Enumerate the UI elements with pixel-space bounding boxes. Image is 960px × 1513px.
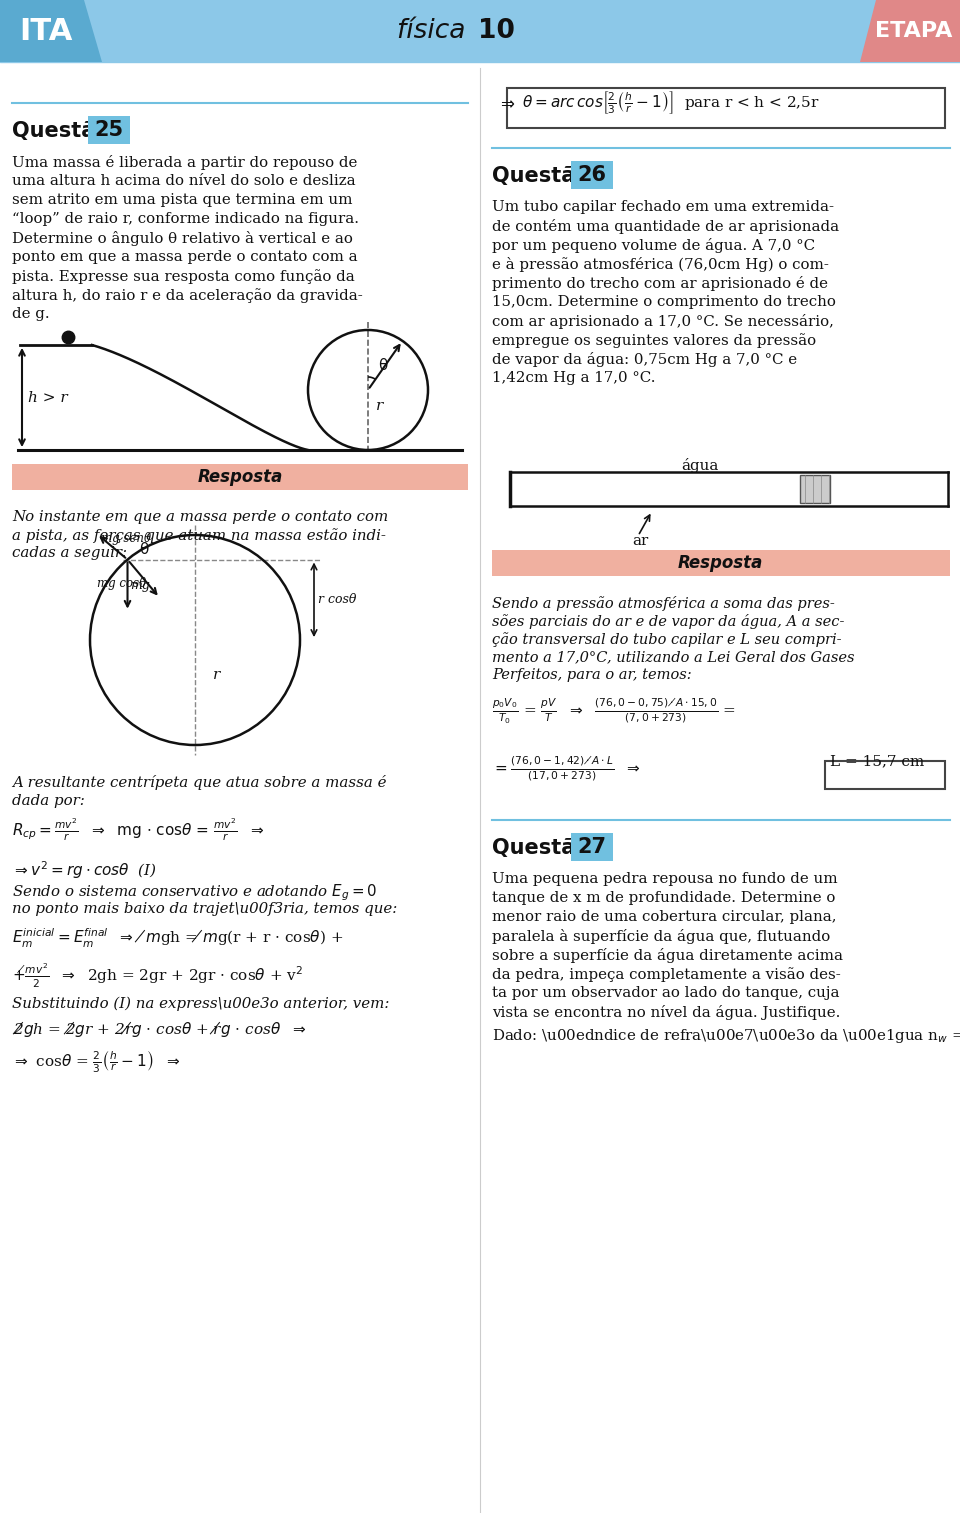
Text: h > r: h > r xyxy=(28,390,67,404)
Text: dada por:: dada por: xyxy=(12,794,84,808)
Text: e à pressão atmosférica (76,0cm Hg) o com-: e à pressão atmosférica (76,0cm Hg) o co… xyxy=(492,257,828,272)
Text: ITA: ITA xyxy=(19,17,73,45)
Text: $\Rightarrow$: $\Rightarrow$ xyxy=(497,94,516,112)
FancyBboxPatch shape xyxy=(88,117,130,144)
Text: 15,0cm. Determine o comprimento do trecho: 15,0cm. Determine o comprimento do trech… xyxy=(492,295,836,309)
Text: ção transversal do tubo capilar e L seu compri-: ção transversal do tubo capilar e L seu … xyxy=(492,632,842,648)
FancyBboxPatch shape xyxy=(12,464,468,490)
Text: menor raio de uma cobertura circular, plana,: menor raio de uma cobertura circular, pl… xyxy=(492,909,836,924)
Text: r: r xyxy=(213,669,220,682)
Text: $\Rightarrow v^2 = rg \cdot cos\theta$  (I): $\Rightarrow v^2 = rg \cdot cos\theta$ (… xyxy=(12,859,157,881)
Text: “loop” de raio r, conforme indicado na figura.: “loop” de raio r, conforme indicado na f… xyxy=(12,212,359,225)
Text: de contém uma quantidade de ar aprisionada: de contém uma quantidade de ar aprisiona… xyxy=(492,219,839,235)
Polygon shape xyxy=(0,0,102,62)
Text: 25: 25 xyxy=(94,120,124,141)
Text: ETAPA: ETAPA xyxy=(876,21,952,41)
Text: paralela à superfície da água que, flutuando: paralela à superfície da água que, flutu… xyxy=(492,929,830,944)
Text: Resposta: Resposta xyxy=(198,468,282,486)
Text: com ar aprisionado a 17,0 °C. Se necessário,: com ar aprisionado a 17,0 °C. Se necessá… xyxy=(492,315,834,328)
Text: A resultante centrípeta que atua sobre a massa é: A resultante centrípeta que atua sobre a… xyxy=(12,775,387,790)
Text: Perfeitos, para o ar, temos:: Perfeitos, para o ar, temos: xyxy=(492,669,691,682)
Text: cadas a seguir:: cadas a seguir: xyxy=(12,546,127,560)
Text: da pedra, impeça completamente a visão des-: da pedra, impeça completamente a visão d… xyxy=(492,967,841,982)
Text: mg cosθ: mg cosθ xyxy=(97,578,146,590)
Text: $+ \frac{\not{m}v^2}{2}$  $\Rightarrow$  2gh = 2gr + 2gr $\cdot$ cos$\theta$ + v: $+ \frac{\not{m}v^2}{2}$ $\Rightarrow$ 2… xyxy=(12,962,303,990)
Text: Questão: Questão xyxy=(492,166,597,186)
Text: mento a 17,0°C, utilizando a Lei Geral dos Gases: mento a 17,0°C, utilizando a Lei Geral d… xyxy=(492,651,854,664)
Text: Questão: Questão xyxy=(12,121,117,141)
FancyBboxPatch shape xyxy=(492,551,950,576)
Text: $E_m^{inicial} = E_m^{final}$  $\Rightarrow$  $\not{m}$gh = $\not{m}$g(r + r $\c: $E_m^{inicial} = E_m^{final}$ $\Rightarr… xyxy=(12,927,344,950)
Text: 1,42cm Hg a 17,0 °C.: 1,42cm Hg a 17,0 °C. xyxy=(492,371,656,384)
Text: no ponto mais baixo da trajet\u00f3ria, temos que:: no ponto mais baixo da trajet\u00f3ria, … xyxy=(12,902,397,915)
Text: Sendo a pressão atmosférica a soma das pres-: Sendo a pressão atmosférica a soma das p… xyxy=(492,596,835,611)
Text: Dado: \u00edndice de refra\u00e7\u00e3o da \u00e1gua n$_w$ = $\frac{4}{3}$.: Dado: \u00edndice de refra\u00e7\u00e3o … xyxy=(492,1024,960,1050)
Text: sões parciais do ar e de vapor da água, A a sec-: sões parciais do ar e de vapor da água, … xyxy=(492,614,845,629)
Text: ponto em que a massa perde o contato com a: ponto em que a massa perde o contato com… xyxy=(12,250,358,263)
Text: Sendo o sistema conservativo e adotando $E_g = 0$: Sendo o sistema conservativo e adotando … xyxy=(12,882,377,903)
Text: primento do trecho com ar aprisionado é de: primento do trecho com ar aprisionado é … xyxy=(492,275,828,290)
Text: Determine o ângulo θ relativo à vertical e ao: Determine o ângulo θ relativo à vertical… xyxy=(12,231,353,247)
Text: ta por um observador ao lado do tanque, cuja: ta por um observador ao lado do tanque, … xyxy=(492,986,839,1000)
Text: 10: 10 xyxy=(478,18,515,44)
Text: θ: θ xyxy=(139,542,149,557)
Text: 26: 26 xyxy=(578,165,607,185)
Bar xyxy=(800,475,830,502)
Text: empregue os seguintes valores da pressão: empregue os seguintes valores da pressão xyxy=(492,333,816,348)
Text: mg senθ: mg senθ xyxy=(101,533,151,545)
Text: sobre a superfície da água diretamente acima: sobre a superfície da água diretamente a… xyxy=(492,949,843,962)
FancyBboxPatch shape xyxy=(507,88,945,129)
Text: 2$\not{g}$h = 2$\not{g}$r + 2r$\not{g}$ $\cdot$ cos$\theta$ + r$\not{g}$ $\cdot$: 2$\not{g}$h = 2$\not{g}$r + 2r$\not{g}$ … xyxy=(12,1018,306,1039)
Text: r: r xyxy=(376,399,383,413)
Text: 27: 27 xyxy=(578,837,607,856)
Text: de vapor da água: 0,75cm Hg a 7,0 °C e: de vapor da água: 0,75cm Hg a 7,0 °C e xyxy=(492,353,797,368)
Text: altura h, do raio r e da aceleração da gravida-: altura h, do raio r e da aceleração da g… xyxy=(12,287,363,303)
FancyBboxPatch shape xyxy=(825,761,945,788)
Text: Uma pequena pedra repousa no fundo de um: Uma pequena pedra repousa no fundo de um xyxy=(492,871,838,887)
Text: $\frac{p_0 V_0}{T_0}$ = $\frac{pV}{T}$  $\Rightarrow$  $\frac{(76,0 - 0,75) \cdo: $\frac{p_0 V_0}{T_0}$ = $\frac{pV}{T}$ $… xyxy=(492,696,736,726)
Text: $R_{cp} = \frac{mv^2}{r}$  $\Rightarrow$  mg $\cdot$ cos$\theta$ = $\frac{mv^2}{: $R_{cp} = \frac{mv^2}{r}$ $\Rightarrow$ … xyxy=(12,817,264,843)
Text: de g.: de g. xyxy=(12,307,50,321)
Text: uma altura h acima do nível do solo e desliza: uma altura h acima do nível do solo e de… xyxy=(12,174,355,188)
Text: tanque de x m de profundidade. Determine o: tanque de x m de profundidade. Determine… xyxy=(492,891,835,905)
Text: a pista, as forças que atuam na massa estão indi-: a pista, as forças que atuam na massa es… xyxy=(12,528,386,543)
Text: Questão: Questão xyxy=(492,838,597,858)
Text: Resposta: Resposta xyxy=(678,554,762,572)
Text: θ: θ xyxy=(378,359,388,374)
Text: Substituindo (I) na express\u00e3o anterior, vem:: Substituindo (I) na express\u00e3o anter… xyxy=(12,997,390,1011)
Text: L = 15,7 cm: L = 15,7 cm xyxy=(830,753,924,769)
Text: física: física xyxy=(397,18,474,44)
Text: pista. Expresse sua resposta como função da: pista. Expresse sua resposta como função… xyxy=(12,269,355,284)
Text: $\Rightarrow$ cos$\theta$ = $\frac{2}{3}\left(\frac{h}{r} - 1\right)$  $\Rightar: $\Rightarrow$ cos$\theta$ = $\frac{2}{3}… xyxy=(12,1049,180,1076)
Text: por um pequeno volume de água. A 7,0 °C: por um pequeno volume de água. A 7,0 °C xyxy=(492,238,815,253)
Text: água: água xyxy=(682,458,719,474)
FancyBboxPatch shape xyxy=(571,160,613,189)
Polygon shape xyxy=(860,0,960,62)
Text: vista se encontra no nível da água. Justifique.: vista se encontra no nível da água. Just… xyxy=(492,1005,840,1020)
Text: $= \frac{(76,0 - 1,42) \cdot \not{A} \cdot L}{(17,0 + 273)}$  $\Rightarrow$: $= \frac{(76,0 - 1,42) \cdot \not{A} \cd… xyxy=(492,753,641,784)
Text: Um tubo capilar fechado em uma extremida-: Um tubo capilar fechado em uma extremida… xyxy=(492,200,834,213)
Text: $\theta = arc\,cos\left[\frac{2}{3}\left(\frac{h}{r} - 1\right)\right]$  para r : $\theta = arc\,cos\left[\frac{2}{3}\left… xyxy=(522,89,820,117)
Text: r cosθ: r cosθ xyxy=(318,593,356,607)
Text: Uma massa é liberada a partir do repouso de: Uma massa é liberada a partir do repouso… xyxy=(12,154,357,169)
Text: mg: mg xyxy=(131,579,151,592)
Text: No instante em que a massa perde o contato com: No instante em que a massa perde o conta… xyxy=(12,510,388,523)
Text: sem atrito em uma pista que termina em um: sem atrito em uma pista que termina em u… xyxy=(12,194,352,207)
Text: ar: ar xyxy=(632,534,648,548)
FancyBboxPatch shape xyxy=(571,834,613,861)
